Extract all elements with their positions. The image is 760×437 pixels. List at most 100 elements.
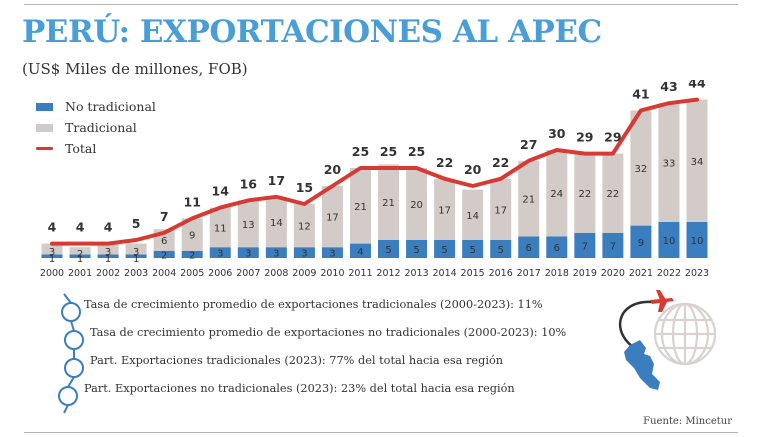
bar-tradicional	[349, 168, 371, 244]
label-total: 11	[184, 194, 201, 209]
x-tick-label: 2010	[320, 268, 344, 279]
label-tradicional: 20	[410, 200, 423, 211]
legend-item-tradicional: Tradicional	[36, 117, 156, 138]
legend-swatch-tradicional	[36, 123, 53, 132]
label-tradicional: 3	[49, 247, 55, 258]
label-no-tradicional: 1	[105, 254, 111, 265]
x-tick-label: 2012	[376, 268, 400, 279]
label-tradicional: 14	[466, 211, 479, 222]
bar-no-tradicional	[293, 247, 315, 258]
x-tick-label: 2015	[461, 268, 485, 279]
x-tick-label: 2019	[573, 268, 597, 279]
bar-tradicional	[265, 196, 287, 248]
x-tick-label: 2016	[489, 268, 513, 279]
x-tick-label: 2009	[292, 268, 316, 279]
bar-tradicional	[209, 207, 231, 248]
label-total: 27	[520, 137, 537, 152]
bar-tradicional	[181, 218, 203, 251]
label-no-tradicional: 7	[610, 241, 616, 252]
label-tradicional: 14	[270, 218, 283, 229]
label-no-tradicional: 1	[49, 254, 55, 265]
airplane-icon	[650, 290, 674, 312]
label-total: 30	[548, 126, 566, 141]
bar-tradicional	[434, 178, 456, 240]
label-total: 14	[212, 184, 230, 199]
bar-no-tradicional	[490, 240, 512, 258]
label-total: 4	[104, 220, 113, 235]
bar-tradicional	[378, 164, 400, 240]
bottom-divider	[24, 432, 738, 433]
bullet-circle-icon	[61, 302, 81, 322]
chain-connector	[63, 293, 75, 414]
label-total: 4	[76, 220, 85, 235]
x-tick-label: 2021	[629, 268, 653, 279]
bar-no-tradicional	[69, 254, 91, 258]
bar-no-tradicional	[378, 240, 400, 258]
label-no-tradicional: 1	[77, 254, 83, 265]
x-tick-label: 2008	[264, 268, 288, 279]
label-total: 15	[296, 180, 313, 195]
x-tick-label: 2014	[433, 268, 457, 279]
label-total: 20	[324, 162, 342, 177]
label-no-tradicional: 3	[273, 249, 279, 260]
label-tradicional: 33	[663, 159, 676, 170]
label-total: 43	[660, 80, 677, 94]
label-no-tradicional: 4	[357, 247, 363, 258]
label-total: 4	[48, 220, 57, 235]
x-tick-label: 2006	[208, 268, 232, 279]
bar-no-tradicional	[321, 247, 343, 258]
bar-no-tradicional	[153, 250, 175, 258]
label-tradicional: 34	[691, 157, 704, 168]
label-tradicional: 3	[105, 247, 111, 258]
label-total: 17	[268, 173, 285, 188]
label-no-tradicional: 5	[413, 245, 419, 256]
total-line	[50, 97, 699, 246]
label-tradicional: 9	[189, 231, 195, 242]
label-total: 25	[380, 144, 397, 159]
bar-tradicional	[125, 243, 147, 255]
label-tradicional: 22	[607, 189, 620, 200]
label-tradicional: 17	[494, 205, 507, 216]
label-no-tradicional: 10	[691, 236, 704, 247]
label-total: 25	[408, 144, 425, 159]
label-no-tradicional: 5	[498, 245, 504, 256]
bar-no-tradicional	[406, 240, 428, 258]
bullet-item: Part. Exportaciones no tradicionales (20…	[84, 382, 515, 395]
bar-no-tradicional	[434, 240, 456, 258]
x-tick-label: 2001	[68, 268, 92, 279]
peru-map-airplane-globe-icon	[618, 290, 717, 390]
chart-title: PERÚ: EXPORTACIONES AL APEC	[22, 14, 602, 50]
label-tradicional: 22	[578, 189, 591, 200]
label-tradicional: 17	[326, 213, 339, 224]
chart-subtitle: (US$ Miles de millones, FOB)	[22, 60, 248, 78]
bar-no-tradicional	[181, 250, 203, 258]
bar-tradicional	[630, 110, 652, 226]
x-tick-label: 2018	[545, 268, 569, 279]
label-tradicional: 21	[522, 195, 535, 206]
bar-no-tradicional	[265, 247, 287, 258]
bar-tradicional	[518, 160, 540, 237]
legend-label-no-tradicional: No tradicional	[65, 99, 156, 114]
label-no-tradicional: 3	[245, 249, 251, 260]
bar-no-tradicional	[602, 232, 624, 258]
label-tradicional: 6	[161, 236, 167, 247]
bar-no-tradicional	[237, 247, 259, 258]
x-tick-label: 2020	[601, 268, 625, 279]
x-tick-label: 2000	[40, 268, 64, 279]
x-tick-label: 2005	[180, 268, 204, 279]
bar-tradicional	[293, 204, 315, 248]
bar-no-tradicional	[686, 222, 708, 258]
x-tick-label: 2023	[685, 268, 709, 279]
label-no-tradicional: 5	[469, 245, 475, 256]
label-total: 25	[352, 144, 369, 159]
x-tick-label: 2022	[657, 268, 681, 279]
bar-tradicional	[686, 99, 708, 222]
bar-no-tradicional	[658, 222, 680, 258]
bar-no-tradicional	[349, 243, 371, 258]
label-no-tradicional: 1	[133, 254, 139, 265]
bar-no-tradicional	[518, 236, 540, 258]
x-tick-label: 2011	[348, 268, 372, 279]
bar-tradicional	[97, 243, 119, 255]
legend-label-total: Total	[65, 141, 97, 156]
label-total: 20	[464, 162, 482, 177]
